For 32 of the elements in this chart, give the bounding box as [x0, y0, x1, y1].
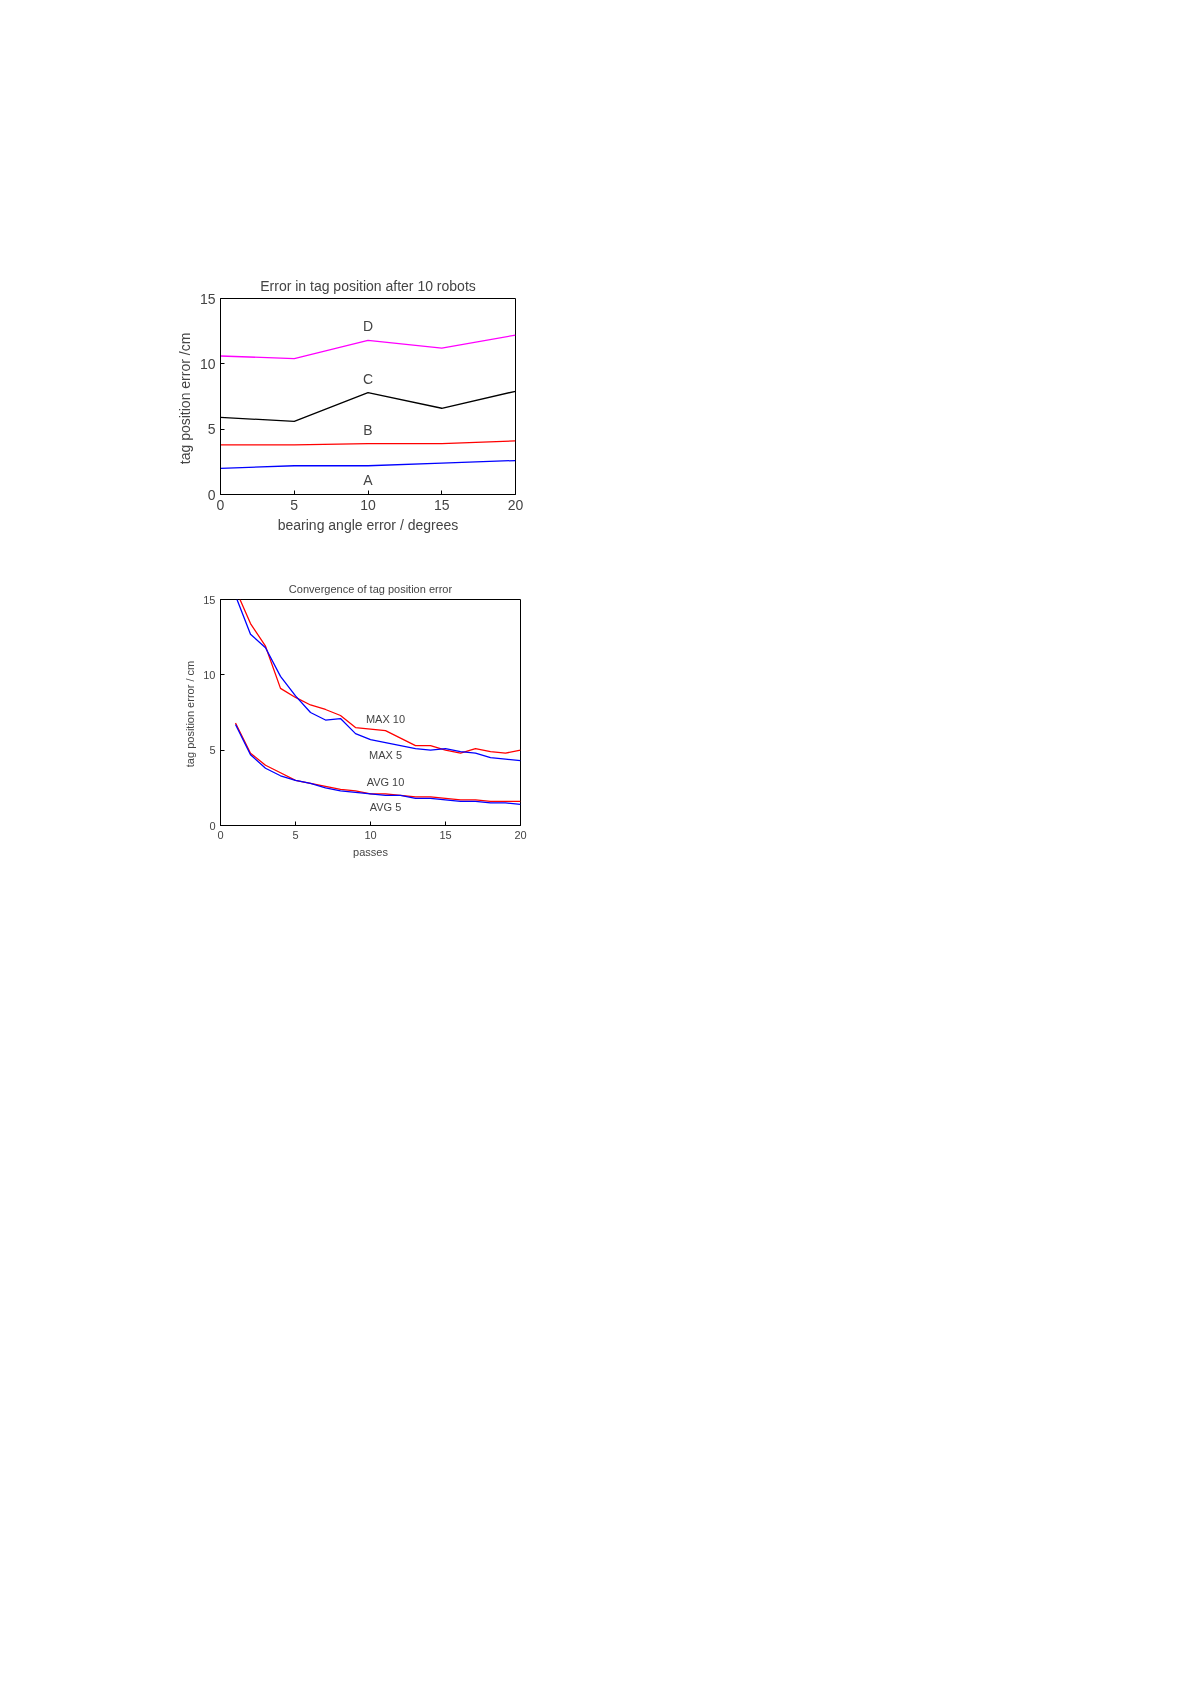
chart-title: Convergence of tag position error	[288, 582, 453, 595]
y-tick-label: 5	[207, 421, 216, 438]
x-tick-label: 15	[433, 496, 450, 513]
x-tick-label: 5	[292, 828, 299, 841]
series-label: B	[363, 421, 373, 438]
y-tick-label: 15	[199, 290, 216, 307]
x-tick-label: 20	[507, 496, 524, 513]
x-tick-label: 0	[217, 828, 224, 841]
series-label: MAX 10	[365, 712, 406, 725]
x-axis-title: bearing angle error / degrees	[277, 516, 459, 533]
x-tick-label: 5	[290, 496, 299, 513]
line-series	[220, 334, 516, 360]
y-axis-title: tag position error / cm	[184, 660, 197, 768]
y-tick-label: 15	[203, 593, 216, 606]
x-axis-title: passes	[353, 845, 389, 858]
series-label: AVG 5	[369, 801, 402, 814]
series-label: A	[363, 471, 374, 488]
y-tick-label: 5	[209, 744, 216, 757]
line-series	[220, 459, 516, 470]
y-tick-label: 0	[209, 819, 216, 832]
chart-title: Error in tag position after 10 robots	[260, 277, 476, 294]
x-tick-label: 20	[514, 828, 527, 841]
x-tick-label: 10	[360, 496, 376, 513]
series-label: AVG 10	[366, 775, 405, 788]
x-tick-label: 10	[364, 828, 377, 841]
series-label: C	[362, 370, 374, 387]
series-label: D	[362, 318, 374, 335]
y-tick-label: 10	[203, 668, 216, 681]
y-tick-label: 10	[199, 355, 216, 372]
y-axis-title: tag position error /cm	[176, 332, 193, 465]
series-label: MAX 5	[368, 748, 403, 761]
x-tick-label: 15	[439, 828, 452, 841]
